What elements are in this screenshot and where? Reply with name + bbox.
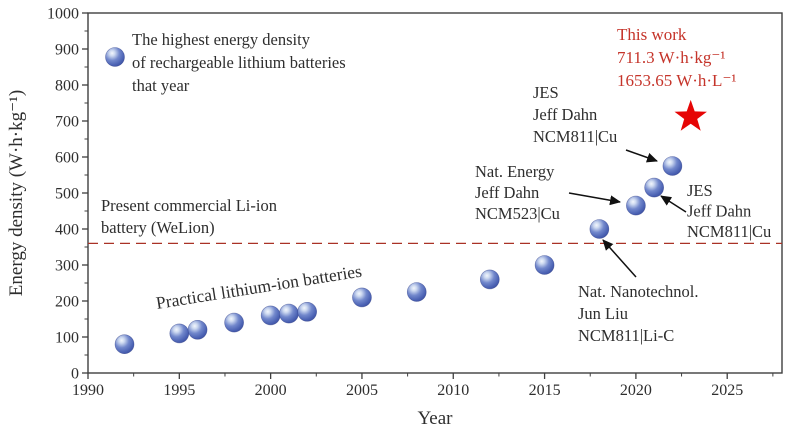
legend-caption-line: The highest energy density	[132, 30, 311, 49]
nat-energy-2020-label-arrow	[568, 192, 621, 206]
this-work-label: This work 711.3 W·h·kg⁻¹ 1653.65 W·h·L⁻¹	[617, 25, 737, 90]
x-tick-label: 2015	[529, 382, 561, 399]
data-point-sphere	[187, 319, 208, 340]
x-tick-label: 2005	[346, 382, 378, 399]
y-tick-label: 400	[55, 222, 79, 239]
legend-caption-line: of rechargeable lithium batteries	[132, 53, 346, 72]
data-point-sphere	[626, 195, 646, 216]
nat-energy-2020-label: Nat. Energy Jeff Dahn NCM523|Cu	[475, 162, 560, 223]
x-tick-label: 2020	[620, 382, 652, 399]
legend-layer: The highest energy density of rechargeabl…	[105, 30, 346, 95]
y-axis-title: Energy density (W·h·kg⁻¹)	[6, 90, 27, 296]
x-axis-title: Year	[417, 408, 453, 429]
data-point-sphere	[352, 287, 372, 308]
data-point-sphere	[114, 334, 135, 355]
x-tick-label: 2000	[255, 382, 287, 399]
this-work-label-line: 711.3 W·h·kg⁻¹	[617, 48, 726, 67]
practical-batteries-label: Practical lithium-ion batteries	[154, 261, 363, 313]
y-tick-label: 600	[55, 150, 79, 167]
jes-2021-label-line: JES	[687, 181, 713, 200]
data-point-sphere	[224, 312, 244, 333]
data-point-sphere	[297, 301, 317, 322]
y-tick-label: 900	[55, 42, 79, 59]
legend-sphere-icon	[105, 47, 125, 67]
x-tick-label: 2010	[437, 382, 469, 399]
annotations-layer: Present commercial Li-ion battery (WeLion…	[101, 25, 771, 345]
jes-2022-label-line: JES	[533, 83, 559, 102]
data-point-sphere	[279, 303, 299, 324]
present-commercial-label: Present commercial Li-ion battery (WeLion…	[101, 196, 277, 237]
present-commercial-label-line: battery (WeLion)	[101, 218, 215, 237]
x-tick-label: 1995	[163, 382, 195, 399]
jes-2022-label-arrow	[625, 149, 658, 163]
y-tick-label: 300	[55, 258, 79, 275]
data-points-layer	[114, 99, 707, 355]
legend-caption-line: that year	[132, 76, 190, 95]
nat-nanotechnol-2018-label: Nat. Nanotechnol. Jun Liu NCM811|Li-C	[578, 282, 699, 345]
data-point-sphere	[406, 282, 427, 302]
data-point-sphere	[260, 305, 281, 326]
jes-2022-label-line: Jeff Dahn	[533, 105, 597, 124]
y-tick-label: 700	[55, 114, 79, 131]
x-tick-label: 1990	[72, 382, 104, 399]
y-tick-label: 500	[55, 186, 79, 203]
jes-2022-label: JES Jeff Dahn NCM811|Cu	[533, 83, 617, 146]
practical-batteries-label-line: Practical lithium-ion batteries	[154, 261, 363, 313]
nat-nanotechnol-2018-label-arrow	[602, 239, 637, 278]
data-point-sphere	[589, 219, 610, 239]
this-work-label-line: This work	[617, 25, 687, 44]
jes-2021-label-line: NCM811|Cu	[687, 222, 771, 241]
y-tick-label: 200	[55, 294, 79, 311]
jes-2021-label-arrow	[660, 195, 687, 213]
x-tick-label: 2025	[711, 382, 743, 399]
nat-nanotechnol-2018-label-line: Nat. Nanotechnol.	[578, 282, 699, 301]
nat-energy-2020-label-line: NCM523|Cu	[475, 204, 560, 223]
data-point-sphere	[644, 177, 664, 198]
nat-nanotechnol-2018-label-line: NCM811|Li-C	[578, 326, 674, 345]
nat-energy-2020-label-line: Jeff Dahn	[475, 183, 539, 202]
nat-energy-2020-label-line: Nat. Energy	[475, 162, 555, 181]
jes-2022-label-line: NCM811|Cu	[533, 127, 617, 146]
nat-nanotechnol-2018-label-line: Jun Liu	[578, 304, 628, 323]
axes-layer: 1990 1995 2000 2005 2010 2015 2020 2025 0 100 200 3…	[47, 6, 783, 399]
data-point-sphere	[534, 255, 555, 275]
y-tick-label: 1000	[47, 6, 79, 23]
data-point-sphere	[479, 269, 500, 290]
data-point-sphere	[662, 156, 683, 176]
this-work-star	[674, 99, 707, 131]
jes-2021-label-line: Jeff Dahn	[687, 202, 751, 221]
present-commercial-label-line: Present commercial Li-ion	[101, 196, 277, 215]
y-tick-label: 0	[71, 366, 79, 383]
this-work-label-line: 1653.65 W·h·L⁻¹	[617, 71, 737, 90]
y-tick-label: 800	[55, 78, 79, 95]
data-point-sphere	[169, 323, 190, 344]
y-tick-label: 100	[55, 330, 79, 347]
